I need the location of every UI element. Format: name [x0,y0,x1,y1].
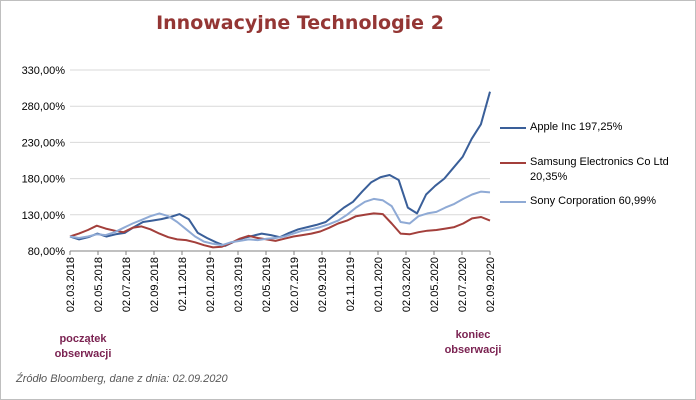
start-label-line1: początek [59,333,107,345]
legend-swatch-apple [500,127,526,129]
end-observation-label: koniec obserwacji [428,328,518,358]
x-tick-label: 02.09.2019 [317,257,329,312]
y-tick-label: 80,00% [28,246,66,258]
legend-swatch-samsung [500,162,526,164]
x-tick-label: 02.11.2019 [345,257,357,311]
x-tick-label: 02.07.2020 [457,257,469,312]
end-label-line2: obserwacji [444,344,502,356]
series-line-1 [69,212,491,249]
x-tick-label: 02.03.2019 [233,257,245,312]
x-tick-label: 02.11.2018 [177,257,189,311]
start-label-line2: obserwacji [54,348,112,360]
x-tick-label: 02.05.2020 [429,257,441,312]
x-tick-label: 02.07.2018 [121,257,133,312]
legend-swatch-sony [500,201,526,203]
x-tick-label: 02.09.2020 [485,257,497,312]
x-tick-label: 02.09.2018 [149,257,161,312]
x-tick-label: 02.03.2018 [65,257,77,312]
y-tick-label: 280,00% [22,101,66,113]
y-tick-label: 230,00% [22,137,66,149]
x-tick-label: 02.05.2019 [261,257,273,312]
end-label-line1: koniec [455,329,491,341]
x-tick-label: 02.01.2020 [373,257,385,312]
chart-title: Innowacyjne Technologie 2 [156,12,444,34]
start-observation-label: początek obserwacji [38,332,128,362]
y-tick-label: 130,00% [22,210,66,222]
x-tick-label: 02.05.2018 [93,257,105,312]
legend-label-samsung: Samsung Electronics Co Ltd 20,35% [530,156,669,183]
legend-label-apple: Apple Inc 197,25% [530,121,623,133]
series-line-2 [69,190,491,247]
legend-label-sony: Sony Corporation 60,99% [530,195,656,207]
x-tick-label: 02.03.2020 [401,257,413,312]
source-note: Źródło Bloomberg, dane z dnia: 02.09.202… [16,373,228,385]
y-tick-label: 180,00% [22,174,66,186]
y-tick-label: 330,00% [22,65,66,77]
x-tick-label: 02.01.2019 [205,257,217,312]
x-tick-label: 02.07.2019 [289,257,301,312]
